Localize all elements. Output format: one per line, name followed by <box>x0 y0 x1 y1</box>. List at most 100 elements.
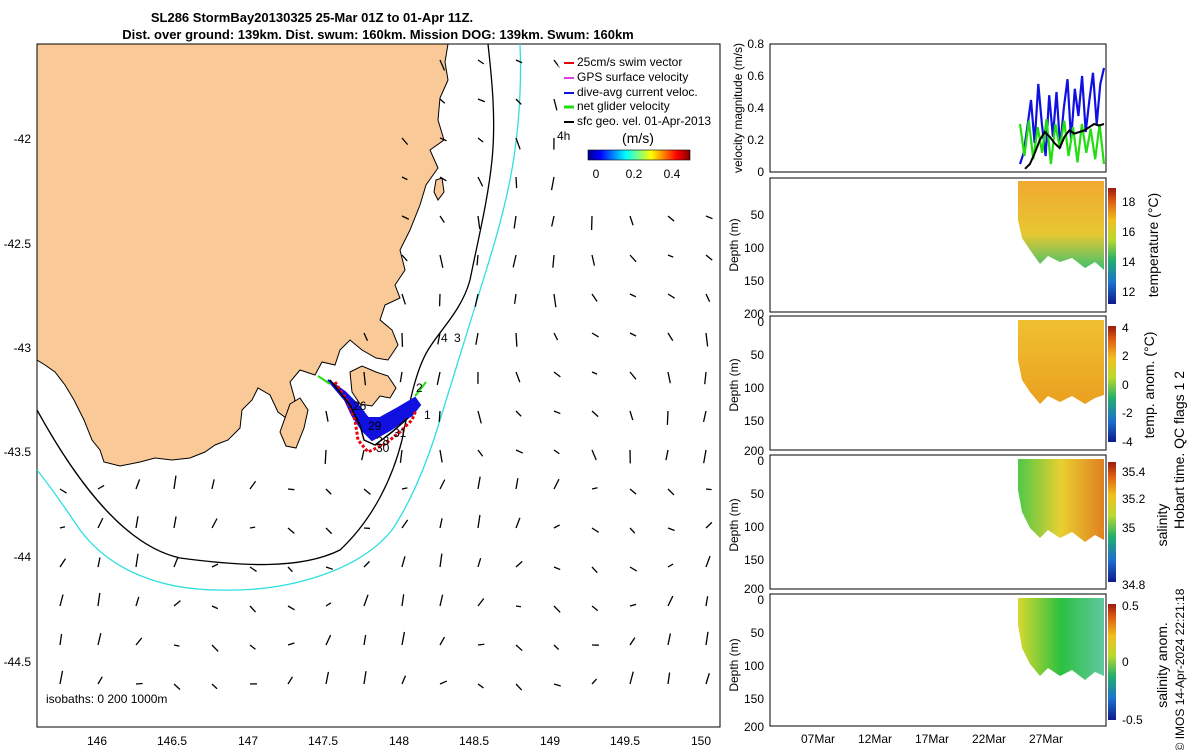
velocity-vector-33 <box>629 254 637 263</box>
lon-tick-148-5: 148.5 <box>459 734 489 748</box>
vel-ytick-0-2: 0.2 <box>747 133 764 147</box>
velocity-series <box>1018 67 1106 170</box>
velocity-vector-166 <box>325 634 332 646</box>
velocity-vector-59 <box>515 371 521 383</box>
velocity-vector-122 <box>705 521 713 529</box>
velocity-vector-172 <box>553 644 560 650</box>
land-peninsula <box>349 365 397 407</box>
anom-ylabel: Depth (m) <box>727 358 741 411</box>
velocity-vector-186 <box>401 675 407 685</box>
velocity-vector-103 <box>667 488 675 496</box>
velocity-vector-7 <box>553 98 558 111</box>
velocity-vector-134 <box>477 557 482 568</box>
day-label-26: 26 <box>353 399 367 413</box>
velocity-vector-77 <box>361 449 365 461</box>
velocity-vector-35 <box>705 254 713 261</box>
vel-ytick-0-6: 0.6 <box>747 69 764 83</box>
track-red <box>333 381 418 454</box>
velocity-vector-36 <box>401 293 406 305</box>
map-panel: 26 29 28 31 30 1 2 4 3 25cm/s swim vecto… <box>4 43 721 748</box>
velocity-vector-64 <box>704 371 707 385</box>
velocity-vector-156 <box>629 603 637 607</box>
salinity-section <box>1018 459 1104 542</box>
velocity-vector-79 <box>439 449 443 463</box>
velocity-vector-177 <box>59 670 64 685</box>
velocity-vector-17 <box>550 176 555 191</box>
velocity-vector-147 <box>287 605 295 611</box>
velocity-vector-187 <box>439 680 448 685</box>
velocity-vector-88 <box>97 484 105 490</box>
vel-ylabel: velocity magnitude (m/s) <box>731 43 745 173</box>
legend-item-swim: 25cm/s swim vector <box>564 55 682 69</box>
velocity-vector-129 <box>287 566 293 573</box>
lon-ticks: 146 146.5 147 147.5 148 148.5 149 149.5 … <box>87 734 711 748</box>
velocity-vector-165 <box>287 642 295 646</box>
velocity-vector-119 <box>591 527 600 533</box>
velocity-vector-170 <box>477 643 485 646</box>
velocity-vector-78 <box>399 449 403 463</box>
speed-colorbar <box>587 149 691 161</box>
velocity-vector-44 <box>705 293 711 302</box>
legend-label-sfc: sfc geo. vel. 01-Apr-2013 <box>577 114 711 128</box>
velocity-vector-115 <box>439 518 443 529</box>
vel-ytick-0-8: 0.8 <box>747 37 764 51</box>
velocity-vector-90 <box>173 475 177 490</box>
velocity-vector-135 <box>515 560 523 568</box>
surface-velocity-vectors <box>59 59 713 691</box>
velocity-vector-72 <box>591 410 599 418</box>
xtick-12mar: 12Mar <box>858 732 892 746</box>
velocity-vector-70 <box>515 410 522 417</box>
velocity-vector-41 <box>591 293 598 302</box>
velocity-vector-57 <box>436 371 441 385</box>
velocity-vector-25 <box>667 215 675 222</box>
lat-tick-44-5: -44.5 <box>4 655 32 669</box>
velocity-vector-160 <box>97 633 102 646</box>
velocity-vector-128 <box>249 566 257 572</box>
velocity-vector-178 <box>97 676 103 685</box>
qc-note: Hobart time. QC flags 1 2 <box>1171 371 1187 529</box>
sal-ytick-200: 200 <box>744 582 764 596</box>
velocity-vector-20 <box>477 215 481 230</box>
velocity-vector-2 <box>515 59 523 64</box>
velocity-vector-125 <box>135 553 139 568</box>
lat-ticks: -42 -42.5 -43 -43.5 -44 -44.5 <box>4 132 32 669</box>
velocity-vector-51 <box>591 332 599 338</box>
velocity-vector-154 <box>553 605 561 613</box>
velocity-vector-184 <box>325 671 330 685</box>
anom-ytick-100: 100 <box>744 381 764 395</box>
velocity-vector-137 <box>591 566 598 574</box>
velocity-vector-55 <box>363 371 367 386</box>
velocity-vector-194 <box>705 673 710 685</box>
velocity-vector-39 <box>513 293 517 304</box>
velocity-vector-161 <box>135 637 143 646</box>
vel-ytick-0-4: 0.4 <box>747 101 764 115</box>
velocity-vector-171 <box>515 644 523 652</box>
sal-ylabel: Depth (m) <box>727 498 741 551</box>
temp-cb-14: 14 <box>1122 255 1136 269</box>
velocity-vector-190 <box>553 683 561 687</box>
velocity-vector-69 <box>477 410 482 424</box>
anom-cb-0: 0 <box>1122 378 1129 392</box>
xtick-27mar: 27Mar <box>1029 732 1063 746</box>
legend-item-gps: GPS surface velocity <box>564 70 688 84</box>
velocity-vector-19 <box>439 215 445 223</box>
velocity-panel: 0 0.2 0.4 0.6 0.8 velocity magnitude (m/… <box>731 37 1107 179</box>
isobath-1000m <box>37 44 522 591</box>
velocity-vector-13 <box>401 176 408 181</box>
velocity-vector-153 <box>515 605 522 608</box>
vel-ytick-0: 0 <box>757 165 764 179</box>
velocity-vector-45 <box>363 332 369 341</box>
lat-tick-44: -44 <box>14 550 32 564</box>
velocity-vector-76 <box>324 449 327 464</box>
velocity-vector-140 <box>705 555 711 568</box>
velocity-vector-42 <box>629 293 637 298</box>
temp-anomaly-cb-label: temp. anom. (°C) <box>1141 332 1157 439</box>
lat-tick-42-5: -42.5 <box>4 237 32 251</box>
velocity-vector-106 <box>97 517 104 529</box>
temperature-panel: 12 14 16 18 temperature (°C) 50 100 150 … <box>727 177 1161 321</box>
hour-label: 4h <box>557 129 570 143</box>
salanom-cb-m05: -0.5 <box>1122 713 1143 727</box>
temp-anomaly-section <box>1018 320 1104 404</box>
velocity-vector-89 <box>135 479 141 490</box>
velocity-vector-176 <box>705 631 709 646</box>
